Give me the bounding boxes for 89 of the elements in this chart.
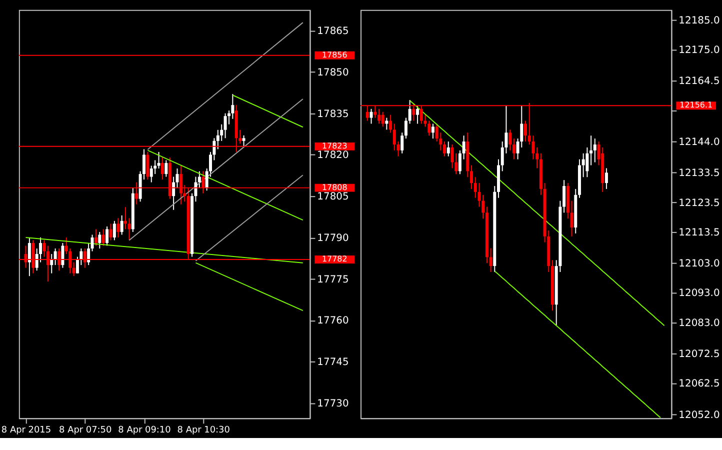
x-tick-label: 8 Apr 09:10 bbox=[118, 426, 172, 436]
candlestick bbox=[570, 200, 574, 237]
candlestick bbox=[54, 248, 57, 266]
candlestick bbox=[381, 111, 384, 128]
candlestick bbox=[146, 151, 150, 180]
x-tick-label: 8 Apr 10:30 bbox=[177, 426, 230, 436]
candlestick bbox=[61, 242, 64, 268]
candlestick bbox=[524, 120, 527, 142]
y-tick-label: 12062.5 bbox=[678, 378, 720, 390]
candlestick bbox=[454, 152, 458, 175]
candlestick bbox=[446, 141, 450, 157]
y-tick-label: 12175.0 bbox=[678, 45, 720, 56]
candlestick bbox=[470, 164, 474, 190]
candlestick bbox=[508, 129, 512, 151]
candlestick bbox=[90, 234, 94, 252]
y-tick-label: 17790 bbox=[317, 232, 349, 244]
candlestick bbox=[109, 223, 112, 241]
ref-line-label: 17782 bbox=[322, 254, 348, 264]
y-tick-label: 12093.0 bbox=[678, 288, 720, 300]
candlestick bbox=[400, 132, 404, 154]
y-tick-label: 17745 bbox=[317, 357, 349, 368]
candlestick bbox=[392, 123, 396, 151]
y-tick-label: 17820 bbox=[317, 150, 349, 162]
candlestick bbox=[198, 170, 201, 188]
candlestick bbox=[370, 108, 373, 124]
candlestick bbox=[462, 135, 466, 160]
candlestick bbox=[450, 144, 454, 169]
candlestick bbox=[50, 254, 54, 274]
y-tick-label: 12185.0 bbox=[678, 15, 720, 26]
y-tick-label: 12083.0 bbox=[678, 318, 720, 329]
candlestick bbox=[489, 248, 492, 272]
candlestick bbox=[377, 108, 380, 124]
candlestick bbox=[120, 214, 124, 236]
candlestick bbox=[389, 114, 392, 134]
y-tick-label: 12133.5 bbox=[678, 168, 720, 180]
candlestick bbox=[102, 228, 105, 246]
candlestick bbox=[408, 100, 412, 124]
candlestick bbox=[172, 176, 176, 210]
ref-line-label: 12156.1 bbox=[680, 100, 713, 110]
y-tick-label: 12103.0 bbox=[678, 258, 720, 270]
candlestick bbox=[87, 242, 90, 266]
candlestick bbox=[443, 141, 446, 157]
candlestick bbox=[42, 240, 46, 258]
y-tick-label: 17775 bbox=[317, 274, 349, 286]
candlestick bbox=[562, 180, 566, 214]
y-tick-label: 17835 bbox=[317, 108, 349, 120]
y-tick-label: 12164.5 bbox=[678, 76, 720, 88]
ref-line-label: 17823 bbox=[322, 141, 348, 150]
candlestick bbox=[590, 135, 593, 166]
candlestick bbox=[482, 194, 485, 220]
candlestick bbox=[586, 146, 589, 178]
candlestick bbox=[72, 262, 76, 277]
y-tick-label: 12113.5 bbox=[678, 227, 720, 238]
y-tick-label: 17760 bbox=[317, 316, 349, 327]
x-tick-label: 8 Apr 07:50 bbox=[59, 426, 112, 436]
candlestick bbox=[512, 138, 516, 160]
y-tick-label: 12123.5 bbox=[678, 198, 720, 209]
y-tick-label: 17865 bbox=[317, 26, 349, 38]
candlestick bbox=[582, 152, 585, 178]
candlestick bbox=[160, 156, 164, 180]
y-tick-label: 12144.0 bbox=[678, 137, 720, 148]
candlestick bbox=[536, 146, 539, 169]
candlestick bbox=[106, 226, 109, 246]
y-tick-label: 17850 bbox=[317, 67, 349, 78]
candlestick bbox=[164, 160, 168, 178]
candlestick bbox=[224, 112, 227, 139]
ref-line-label: 17808 bbox=[322, 182, 348, 192]
candlestick bbox=[116, 218, 120, 238]
candlestick bbox=[593, 138, 596, 163]
candlestick bbox=[404, 117, 408, 140]
candlestick bbox=[242, 134, 246, 147]
y-tick-label: 17730 bbox=[317, 398, 349, 410]
ref-line-label: 17856 bbox=[322, 50, 348, 60]
candlestick bbox=[416, 105, 420, 124]
candlestick bbox=[94, 228, 98, 246]
line-series bbox=[409, 100, 665, 326]
candlestick bbox=[98, 231, 102, 250]
candlestick bbox=[431, 123, 434, 140]
candlestick bbox=[604, 168, 608, 190]
candlestick bbox=[458, 150, 462, 175]
y-tick-label: 12052.0 bbox=[678, 410, 720, 421]
y-tick-label: 12072.5 bbox=[678, 349, 720, 360]
candlestick bbox=[157, 151, 160, 169]
candlestick bbox=[428, 120, 431, 136]
candlestick bbox=[112, 220, 116, 241]
candlestick bbox=[28, 236, 31, 277]
y-tick-label: 17805 bbox=[317, 192, 349, 203]
x-tick-label: 8 Apr 2015 bbox=[1, 426, 52, 436]
line-series bbox=[494, 270, 661, 418]
